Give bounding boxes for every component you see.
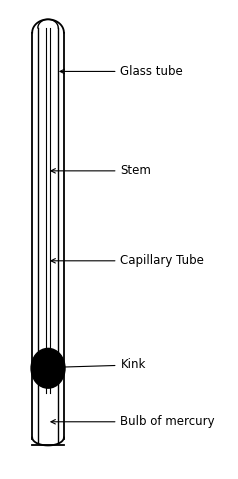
Text: Glass tube: Glass tube <box>60 65 183 78</box>
Text: Kink: Kink <box>58 358 146 371</box>
Text: Bulb of mercury: Bulb of mercury <box>51 415 215 428</box>
Ellipse shape <box>31 348 65 388</box>
Text: Stem: Stem <box>51 164 151 177</box>
Text: Capillary Tube: Capillary Tube <box>51 254 204 267</box>
